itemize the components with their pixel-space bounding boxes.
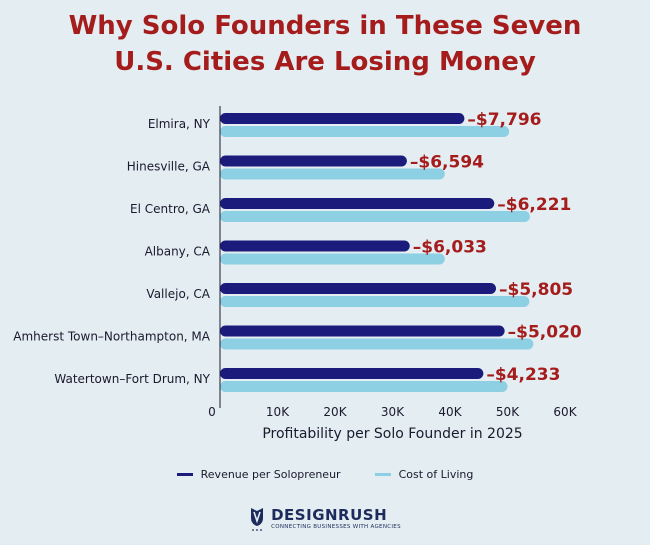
category-label-hinesville-ga: Hinesville, GA — [127, 160, 211, 174]
designrush-logo-icon — [251, 508, 264, 531]
data-label-el-centro-ga: –$6,221 — [497, 195, 571, 215]
category-label-amherst-town-northampton-ma: Amherst Town–Northampton, MA — [13, 330, 211, 344]
x-tick-label-3: 30K — [381, 405, 405, 419]
x-tick-label-2: 20K — [323, 405, 347, 419]
data-label-albany-ca: –$6,033 — [413, 238, 487, 258]
bar-revenue-el-centro-ga — [220, 198, 495, 209]
data-label-watertown-fort-drum-ny: –$4,233 — [486, 365, 560, 385]
data-label-elmira-ny: –$7,796 — [467, 110, 541, 130]
x-tick-label-0: 0 — [208, 405, 216, 419]
bar-cost-watertown-fort-drum-ny — [220, 381, 508, 392]
data-label-hinesville-ga: –$6,594 — [410, 153, 484, 173]
x-tick-label-6: 60K — [553, 405, 577, 419]
bar-revenue-amherst-town-northampton-ma — [220, 325, 505, 337]
x-axis-label: Profitability per Solo Founder in 2025 — [262, 426, 523, 442]
legend-label-revenue: Revenue per Solopreneur — [200, 468, 341, 481]
bar-revenue-watertown-fort-drum-ny — [220, 368, 484, 379]
legend-item-cost: Cost of Living — [374, 468, 474, 481]
brand-tagline: CONNECTING BUSINESSES WITH AGENCIES — [271, 524, 401, 530]
chart-title: Why Solo Founders in These Seven U.S. Ci… — [0, 8, 650, 80]
data-label-amherst-town-northampton-ma: –$5,020 — [508, 323, 582, 343]
bar-revenue-hinesville-ga — [220, 155, 407, 167]
bar-cost-vallejo-ca — [220, 296, 530, 307]
bar-revenue-vallejo-ca — [220, 283, 496, 294]
x-tick-label-5: 50K — [496, 405, 520, 419]
category-label-vallejo-ca: Vallejo, CA — [146, 287, 210, 301]
bar-cost-albany-ca — [220, 253, 445, 265]
bar-revenue-albany-ca — [220, 240, 410, 252]
bar-cost-hinesville-ga — [220, 168, 445, 180]
category-label-albany-ca: Albany, CA — [145, 245, 211, 259]
legend-item-revenue: Revenue per Solopreneur — [176, 468, 341, 481]
category-label-watertown-fort-drum-ny: Watertown–Fort Drum, NY — [54, 372, 210, 386]
brand-text: DESIGNRUSH CONNECTING BUSINESSES WITH AG… — [271, 507, 401, 531]
bar-revenue-elmira-ny — [220, 113, 465, 124]
bar-cost-el-centro-ga — [220, 211, 530, 222]
legend-swatch-revenue — [176, 473, 193, 476]
bar-cost-amherst-town-northampton-ma — [220, 338, 534, 350]
data-label-vallejo-ca: –$5,805 — [499, 280, 573, 300]
category-label-el-centro-ga: El Centro, GA — [130, 202, 211, 216]
x-tick-label-4: 40K — [438, 405, 462, 419]
brand-name: DESIGNRUSH — [271, 506, 388, 524]
brand-footer: DESIGNRUSH CONNECTING BUSINESSES WITH AG… — [0, 506, 650, 532]
legend: Revenue per Solopreneur Cost of Living — [0, 468, 650, 481]
legend-swatch-cost — [374, 473, 391, 476]
category-label-elmira-ny: Elmira, NY — [148, 117, 211, 131]
bar-cost-elmira-ny — [220, 126, 510, 137]
chart-title-line-2: U.S. Cities Are Losing Money — [114, 47, 536, 77]
x-tick-label-1: 10K — [266, 405, 290, 419]
chart-title-line-1: Why Solo Founders in These Seven — [68, 11, 582, 41]
legend-label-cost: Cost of Living — [398, 468, 474, 481]
